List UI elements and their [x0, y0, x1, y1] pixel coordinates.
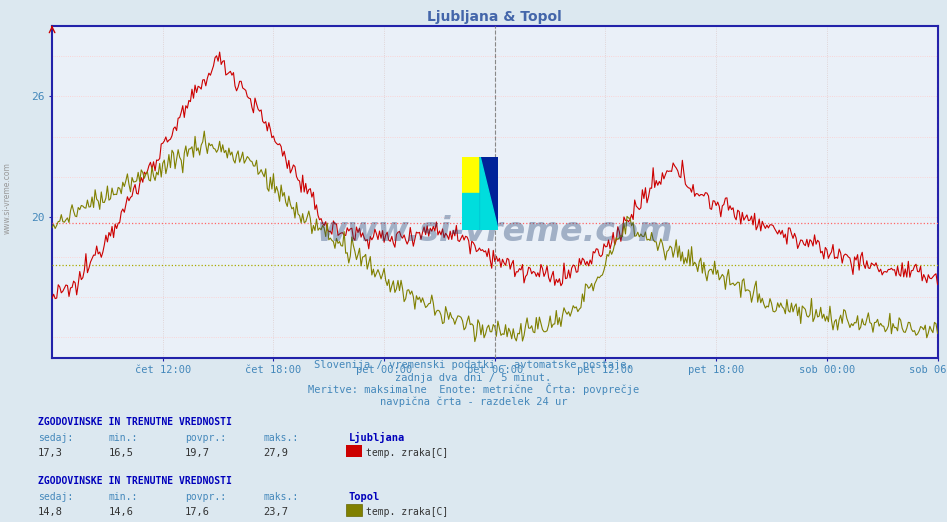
Text: Meritve: maksimalne  Enote: metrične  Črta: povprečje: Meritve: maksimalne Enote: metrične Črta…	[308, 383, 639, 395]
Text: 17,6: 17,6	[185, 507, 209, 517]
Text: navpična črta - razdelek 24 ur: navpična črta - razdelek 24 ur	[380, 396, 567, 407]
Text: ZGODOVINSKE IN TRENUTNE VREDNOSTI: ZGODOVINSKE IN TRENUTNE VREDNOSTI	[38, 477, 232, 487]
Text: sedaj:: sedaj:	[38, 433, 73, 443]
Bar	[462, 157, 480, 193]
Text: 14,8: 14,8	[38, 507, 63, 517]
Bar	[480, 157, 498, 230]
Text: temp. zraka[C]: temp. zraka[C]	[366, 507, 448, 517]
Polygon shape	[480, 157, 498, 230]
Text: povpr.:: povpr.:	[185, 492, 225, 502]
Text: maks.:: maks.:	[263, 433, 298, 443]
Text: temp. zraka[C]: temp. zraka[C]	[366, 448, 448, 458]
Text: povpr.:: povpr.:	[185, 433, 225, 443]
Text: 17,3: 17,3	[38, 448, 63, 458]
Title: Ljubljana & Topol: Ljubljana & Topol	[427, 9, 563, 23]
Text: Topol: Topol	[348, 492, 380, 502]
Text: ZGODOVINSKE IN TRENUTNE VREDNOSTI: ZGODOVINSKE IN TRENUTNE VREDNOSTI	[38, 418, 232, 428]
Text: Ljubljana: Ljubljana	[348, 432, 404, 443]
Text: min.:: min.:	[109, 433, 138, 443]
Text: 23,7: 23,7	[263, 507, 288, 517]
Text: 14,6: 14,6	[109, 507, 134, 517]
Text: maks.:: maks.:	[263, 492, 298, 502]
Text: min.:: min.:	[109, 492, 138, 502]
Bar	[462, 193, 480, 230]
Polygon shape	[480, 157, 498, 230]
Text: www.si-vreme.com: www.si-vreme.com	[316, 215, 673, 248]
Text: 27,9: 27,9	[263, 448, 288, 458]
Text: Slovenija / vremenski podatki - avtomatske postaje.: Slovenija / vremenski podatki - avtomats…	[314, 360, 633, 370]
Text: sedaj:: sedaj:	[38, 492, 73, 502]
Polygon shape	[480, 157, 498, 230]
Text: zadnja dva dni / 5 minut.: zadnja dva dni / 5 minut.	[396, 373, 551, 383]
Text: www.si-vreme.com: www.si-vreme.com	[3, 162, 12, 234]
Text: 19,7: 19,7	[185, 448, 209, 458]
Text: 16,5: 16,5	[109, 448, 134, 458]
